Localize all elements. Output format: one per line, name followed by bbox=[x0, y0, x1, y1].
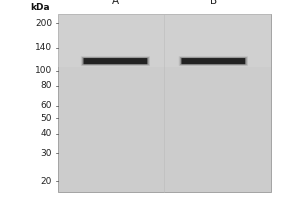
FancyBboxPatch shape bbox=[180, 57, 247, 65]
Bar bbox=[58, 14, 271, 192]
Text: B: B bbox=[210, 0, 217, 6]
FancyBboxPatch shape bbox=[81, 56, 150, 66]
Text: 200: 200 bbox=[35, 19, 52, 28]
Text: 60: 60 bbox=[40, 101, 52, 110]
Text: A: A bbox=[112, 0, 119, 6]
Text: 100: 100 bbox=[35, 66, 52, 75]
Text: 50: 50 bbox=[40, 114, 52, 123]
Text: kDa: kDa bbox=[31, 3, 50, 12]
Text: 40: 40 bbox=[41, 129, 52, 138]
Text: 20: 20 bbox=[41, 177, 52, 186]
FancyBboxPatch shape bbox=[179, 56, 248, 66]
Text: 30: 30 bbox=[40, 149, 52, 158]
FancyBboxPatch shape bbox=[83, 58, 147, 64]
Bar bbox=[58, 14, 271, 67]
FancyBboxPatch shape bbox=[82, 57, 149, 65]
Text: 140: 140 bbox=[35, 43, 52, 52]
FancyBboxPatch shape bbox=[182, 58, 245, 64]
Text: 80: 80 bbox=[40, 81, 52, 90]
